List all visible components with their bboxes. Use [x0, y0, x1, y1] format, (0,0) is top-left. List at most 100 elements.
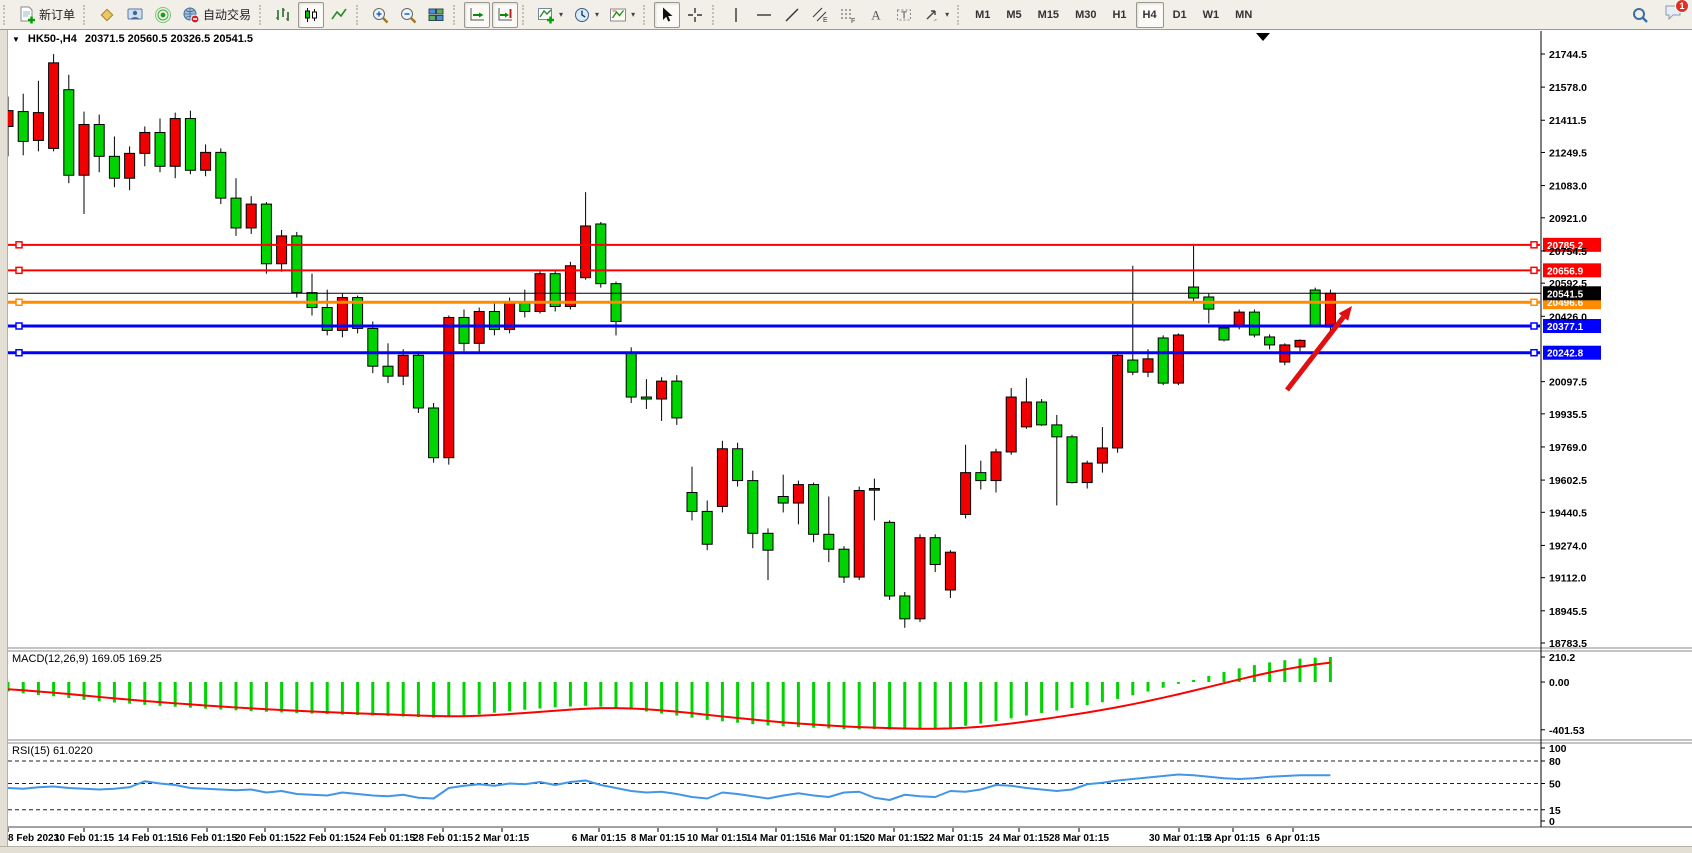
search-button[interactable]: [1627, 2, 1653, 28]
toolbar-gripper[interactable]: [3, 4, 9, 25]
timeframe-m5-button[interactable]: M5: [1006, 8, 1022, 21]
line-handle[interactable]: [1530, 241, 1538, 249]
timeframe-m30-button[interactable]: M30: [1075, 8, 1097, 21]
candle-body: [747, 480, 759, 534]
line-handle[interactable]: [15, 322, 23, 330]
timeframe-mn-button[interactable]: MN: [1235, 8, 1253, 21]
terminal-button[interactable]: [122, 2, 148, 28]
candle-body: [595, 223, 607, 285]
crosshair-tool-button[interactable]: [682, 2, 708, 28]
market-watch-button[interactable]: [94, 2, 120, 28]
text-label-icon: T: [897, 9, 912, 21]
auto-scroll-button[interactable]: [464, 1, 491, 28]
timeframe-h4-button[interactable]: H4: [1135, 1, 1164, 28]
chart-shift-marker[interactable]: [1256, 33, 1270, 41]
timeframe-d1-button[interactable]: D1: [1172, 8, 1187, 21]
zoom-in-button[interactable]: [367, 2, 393, 28]
channel-tool-button[interactable]: E: [807, 2, 833, 28]
notification-count-badge: 1: [1675, 0, 1689, 13]
line-handle[interactable]: [15, 298, 23, 306]
candle-body: [108, 155, 120, 179]
horizontal-line-tool-button[interactable]: [751, 2, 777, 28]
signals-button[interactable]: [150, 2, 176, 28]
rsi-axis-label: 80: [1549, 756, 1561, 768]
auto-trading-button[interactable]: 自动交易: [178, 2, 255, 28]
price-axis-label: 18945.5: [1549, 606, 1587, 618]
timeframe-m1-button[interactable]: M1: [975, 8, 991, 21]
line-handle[interactable]: [15, 266, 23, 275]
candle-body: [412, 354, 424, 409]
indicators-icon: [538, 7, 555, 23]
line-handle[interactable]: [1530, 348, 1538, 357]
candle-body: [245, 203, 257, 229]
line-chart-mode-button[interactable]: [326, 2, 352, 28]
symbol-dropdown-icon[interactable]: ▼: [12, 34, 20, 44]
line-handle[interactable]: [15, 348, 23, 357]
candle-body: [914, 537, 926, 620]
candle-body: [853, 490, 865, 578]
candle-body: [443, 316, 455, 459]
candlestick-icon: [305, 7, 318, 22]
timeframe-w1-button[interactable]: W1: [1202, 8, 1220, 21]
toolbar-gripper[interactable]: [712, 4, 718, 25]
candle-body: [777, 495, 789, 504]
candlestick-mode-button[interactable]: [298, 1, 325, 28]
line-handle[interactable]: [1530, 298, 1538, 306]
candle-body: [367, 327, 379, 367]
clock-icon: [575, 7, 590, 22]
toolbar-gripper[interactable]: [957, 4, 963, 25]
trendline-tool-button[interactable]: [779, 2, 805, 28]
tile-windows-button[interactable]: [423, 2, 449, 28]
text-label-tool-button[interactable]: T: [891, 2, 917, 28]
date-axis-label: 22 Feb 01:15: [295, 833, 355, 844]
new-order-button[interactable]: 新订单: [14, 2, 79, 28]
line-handle[interactable]: [1530, 322, 1538, 330]
templates-button[interactable]: ▾: [605, 2, 639, 28]
timeframe-m15-button[interactable]: M15: [1037, 8, 1060, 21]
notifications-button[interactable]: 1: [1664, 0, 1689, 26]
price-badge: [1543, 286, 1601, 301]
candle-body: [215, 151, 227, 199]
cursor-tool-button[interactable]: [654, 1, 681, 28]
monitor-user-icon: [127, 8, 143, 19]
toolbar-gripper[interactable]: [643, 4, 649, 25]
indicators-button[interactable]: ▾: [533, 2, 567, 28]
candle-body: [580, 225, 592, 279]
bar-chart-mode-button[interactable]: [270, 2, 296, 28]
macd-indicator-label: MACD(12,26,9) 169.05 169.25: [12, 653, 162, 665]
candle-body: [823, 533, 835, 550]
arrows-tool-button[interactable]: ▾: [919, 2, 953, 28]
macd-signal-line: [7, 661, 1331, 730]
candle-body: [1096, 447, 1108, 464]
chart-symbol-period: HK50-,H4: [27, 33, 77, 45]
timeframe-h1-button[interactable]: H1: [1112, 8, 1127, 21]
date-axis-label: 2 Mar 01:15: [475, 833, 530, 844]
candle-body: [78, 124, 90, 176]
candle-body: [884, 521, 896, 597]
price-badge: [1543, 237, 1601, 252]
text-tool-button[interactable]: A: [863, 2, 889, 28]
fibonacci-tool-button[interactable]: F: [835, 2, 861, 28]
toolbar-gripper[interactable]: [259, 4, 265, 25]
chart-shift-icon: [498, 7, 513, 20]
line-handle[interactable]: [1530, 266, 1538, 275]
date-axis-label: 8 Feb 2023: [8, 833, 60, 844]
toolbar-gripper[interactable]: [453, 4, 459, 25]
candle-body: [944, 551, 956, 591]
toolbar-gripper[interactable]: [356, 4, 362, 25]
trend-arrow-shaft[interactable]: [1285, 315, 1346, 392]
price-badge-label: 20242.8: [1547, 349, 1584, 360]
line-handle[interactable]: [15, 241, 23, 249]
horizontal-line-icon: [757, 13, 772, 16]
price-badge-label: 20496.6: [1547, 298, 1584, 309]
macd-axis-label: -401.53: [1549, 725, 1585, 737]
vertical-line-tool-button[interactable]: [723, 2, 749, 28]
candle-body: [291, 235, 303, 294]
periods-button[interactable]: ▾: [569, 2, 603, 28]
zoom-out-button[interactable]: [395, 2, 421, 28]
toolbar-gripper[interactable]: [83, 4, 89, 25]
toolbar-gripper[interactable]: [522, 4, 528, 25]
trend-arrow-head[interactable]: [1338, 306, 1352, 321]
chart-shift-button[interactable]: [492, 1, 519, 28]
